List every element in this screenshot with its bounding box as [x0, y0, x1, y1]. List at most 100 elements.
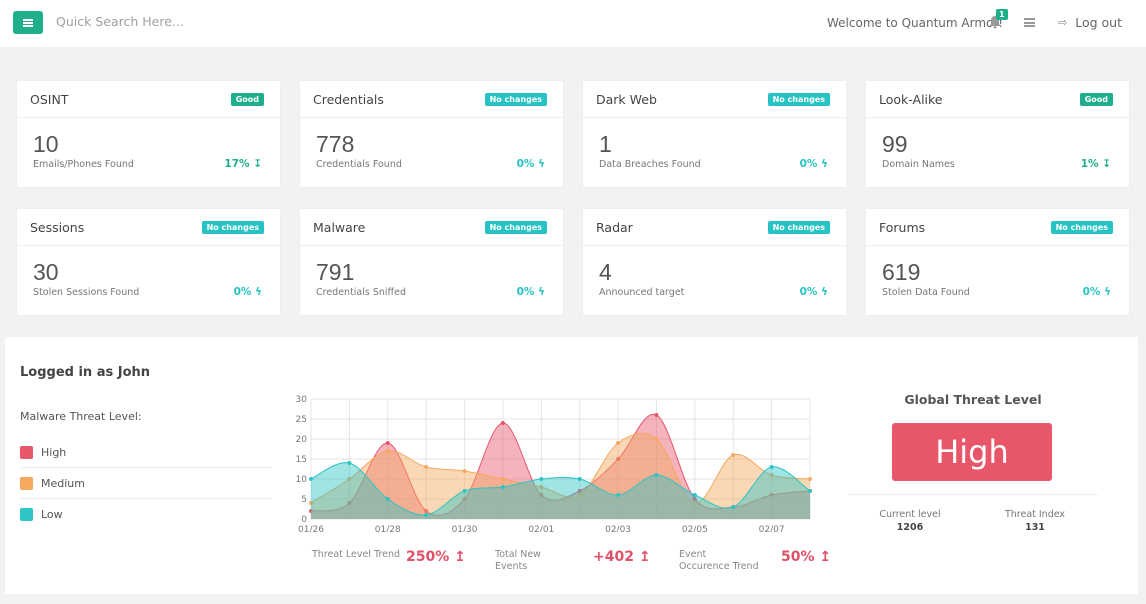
- line-medium: [310, 432, 811, 504]
- point-low[interactable]: [808, 489, 812, 493]
- y-tick-label: 30: [296, 395, 308, 405]
- threat-level-box: High: [892, 423, 1052, 481]
- y-tick-label: 25: [296, 415, 307, 425]
- point-high[interactable]: [539, 493, 544, 497]
- point-high[interactable]: [500, 421, 505, 425]
- point-medium[interactable]: [385, 449, 390, 453]
- threat-chart: 0 5 10 15 20 25 30 01/26 01/28 01/30 02/01 02/03 02/…: [296, 395, 812, 532]
- card-header: Sessions No changes: [17, 209, 280, 246]
- point-medium[interactable]: [347, 477, 352, 481]
- card-sessions[interactable]: Sessions No changes 30 Stolen Sessions Fo…: [17, 209, 280, 315]
- logout-icon: ⇨: [1058, 16, 1068, 29]
- point-high[interactable]: [654, 413, 659, 417]
- malware-threat-label: Malware Threat Level:: [20, 410, 142, 423]
- card-title: Dark Web: [596, 91, 657, 107]
- card-look-alike[interactable]: Look-Alike Good 99 Domain Names 1% ↧: [866, 81, 1129, 187]
- status-badge: No changes: [767, 220, 830, 234]
- stat-label: Threat Level Trend: [312, 549, 401, 560]
- point-low[interactable]: [347, 461, 352, 465]
- card-forums[interactable]: Forums No changes 619 Stolen Data Found 0…: [866, 209, 1129, 315]
- point-high[interactable]: [769, 493, 774, 497]
- point-high[interactable]: [309, 509, 313, 513]
- threat-panel: Logged in as John Malware Threat Level: …: [5, 337, 1138, 594]
- x-tick-label: 01/26: [298, 525, 324, 532]
- status-badge: Good: [1079, 92, 1113, 106]
- card-change: 17% ↧: [224, 158, 262, 170]
- card-label: Data Breaches Found: [599, 159, 701, 170]
- point-low[interactable]: [424, 513, 429, 517]
- card-title: Radar: [596, 219, 633, 235]
- logout-button[interactable]: ⇨ Log out: [1058, 15, 1122, 30]
- card-title: Credentials: [313, 91, 384, 107]
- point-medium[interactable]: [500, 477, 505, 481]
- point-medium[interactable]: [462, 469, 467, 473]
- stat-value: 50% ↥: [781, 549, 832, 565]
- y-tick-label: 20: [296, 435, 308, 445]
- card-label: Credentials Sniffed: [316, 287, 406, 298]
- card-radar[interactable]: Radar No changes 4 Announced target 0% ϟ: [583, 209, 846, 315]
- card-header: Radar No changes: [583, 209, 846, 246]
- divider: [848, 494, 1098, 495]
- point-medium[interactable]: [692, 501, 697, 505]
- status-badge: No changes: [484, 92, 547, 106]
- logged-in-text: Logged in as John: [20, 365, 151, 380]
- point-low[interactable]: [769, 465, 774, 469]
- card-change: 1% ↧: [1080, 158, 1111, 170]
- status-badge: No changes: [1050, 220, 1113, 234]
- x-tick-label: 02/03: [605, 525, 631, 532]
- welcome-text: Welcome to Quantum Armor!: [827, 16, 1004, 30]
- point-low[interactable]: [616, 493, 621, 497]
- point-low[interactable]: [500, 485, 505, 489]
- card-value: 778: [316, 131, 355, 157]
- point-low[interactable]: [539, 477, 544, 481]
- stat-value: +402 ↥: [593, 549, 651, 565]
- point-high[interactable]: [577, 489, 582, 493]
- card-value: 99: [882, 131, 908, 157]
- point-low[interactable]: [731, 505, 736, 509]
- area-medium: [311, 433, 810, 519]
- medium-swatch: [20, 476, 33, 490]
- menu-button[interactable]: [13, 11, 43, 34]
- point-high[interactable]: [347, 501, 352, 505]
- point-high[interactable]: [424, 509, 429, 513]
- card-label: Stolen Sessions Found: [33, 287, 140, 298]
- list-icon[interactable]: [1024, 18, 1035, 27]
- line-low: [310, 462, 811, 516]
- card-credentials[interactable]: Credentials No changes 778 Credentials Fo…: [300, 81, 563, 187]
- card-osint[interactable]: OSINT Good 10 Emails/Phones Found 17% ↧: [17, 81, 280, 187]
- legend-low: Low: [20, 499, 272, 530]
- point-medium[interactable]: [731, 453, 736, 457]
- point-high[interactable]: [385, 441, 390, 445]
- status-badge: No changes: [484, 220, 547, 234]
- point-medium[interactable]: [539, 485, 544, 489]
- point-medium[interactable]: [769, 473, 774, 477]
- point-low[interactable]: [385, 497, 390, 501]
- point-medium[interactable]: [424, 465, 429, 469]
- point-high[interactable]: [462, 497, 467, 501]
- search-input[interactable]: [56, 14, 356, 29]
- point-low[interactable]: [309, 477, 313, 481]
- point-medium[interactable]: [616, 441, 621, 445]
- hamburger-icon: [23, 18, 33, 27]
- point-high[interactable]: [692, 497, 697, 501]
- point-low[interactable]: [462, 489, 467, 493]
- point-high[interactable]: [616, 457, 621, 461]
- point-medium[interactable]: [577, 493, 582, 497]
- stat-label: Event Occurence Trend: [679, 549, 759, 572]
- point-low[interactable]: [654, 473, 659, 477]
- card-label: Credentials Found: [316, 159, 402, 170]
- card-label: Domain Names: [882, 159, 955, 170]
- top-bar: Welcome to Quantum Armor! 1 ⇨Log out: [0, 0, 1146, 47]
- card-dark-web[interactable]: Dark Web No changes 1 Data Breaches Found…: [583, 81, 846, 187]
- y-tick-label: 5: [301, 495, 307, 505]
- card-title: Forums: [879, 219, 926, 235]
- point-low[interactable]: [577, 477, 582, 481]
- point-medium[interactable]: [654, 437, 659, 441]
- y-tick-label: 15: [296, 455, 307, 465]
- card-malware[interactable]: Malware No changes 791 Credentials Sniffe…: [300, 209, 563, 315]
- point-low[interactable]: [692, 493, 697, 497]
- card-change: 0% ϟ: [1082, 286, 1111, 298]
- card-change: 0% ϟ: [799, 158, 828, 170]
- point-medium[interactable]: [309, 501, 313, 505]
- point-medium[interactable]: [808, 477, 812, 481]
